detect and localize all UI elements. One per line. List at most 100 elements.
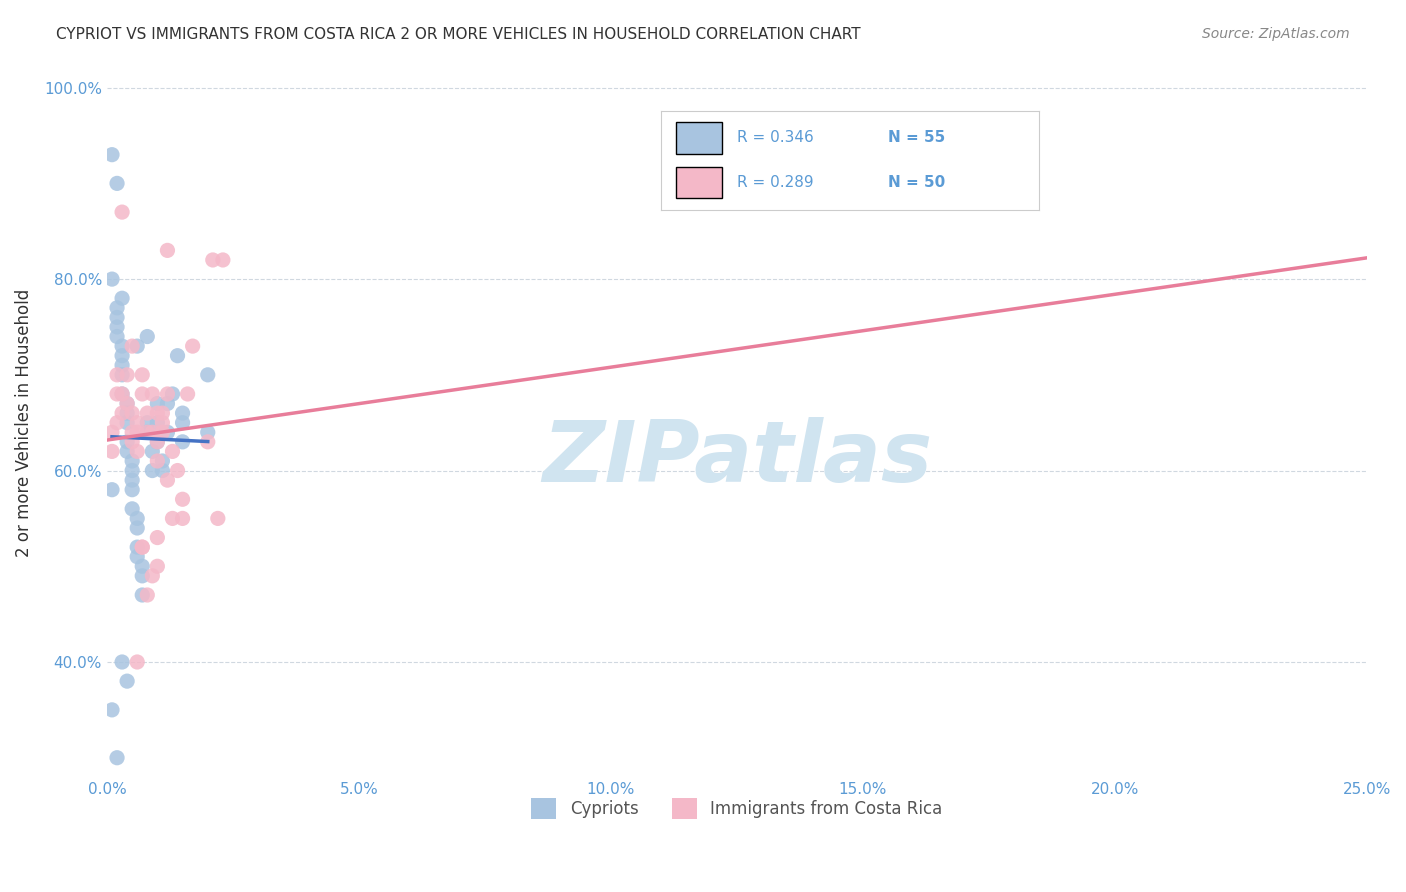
Cypriots [115,444,138,458]
Immigrants from Costa Rica [127,416,149,430]
Cypriots [111,339,134,353]
Cypriots [115,674,138,689]
Immigrants from Costa Rica [121,339,143,353]
Cypriots [105,329,128,343]
Cypriots [101,147,124,161]
Cypriots [111,368,134,382]
Immigrants from Costa Rica [131,540,153,554]
Cypriots [136,425,159,440]
Immigrants from Costa Rica [101,444,124,458]
Immigrants from Costa Rica [172,511,194,525]
Cypriots [141,444,163,458]
Cypriots [105,750,128,764]
Cypriots [121,483,143,497]
Cypriots [131,588,153,602]
Immigrants from Costa Rica [156,473,179,487]
Immigrants from Costa Rica [146,434,169,449]
Immigrants from Costa Rica [156,387,179,401]
Cypriots [121,473,143,487]
Cypriots [136,329,159,343]
Immigrants from Costa Rica [105,416,128,430]
Immigrants from Costa Rica [131,387,153,401]
Cypriots [105,320,128,334]
Immigrants from Costa Rica [141,387,163,401]
Immigrants from Costa Rica [141,425,163,440]
Immigrants from Costa Rica [105,387,128,401]
Immigrants from Costa Rica [197,434,219,449]
Immigrants from Costa Rica [136,406,159,420]
Cypriots [152,464,174,478]
Cypriots [131,559,153,574]
Immigrants from Costa Rica [121,434,143,449]
Immigrants from Costa Rica [152,406,174,420]
Cypriots [166,349,188,363]
Immigrants from Costa Rica [166,464,188,478]
Immigrants from Costa Rica [146,454,169,468]
Immigrants from Costa Rica [121,406,143,420]
Immigrants from Costa Rica [121,425,143,440]
Y-axis label: 2 or more Vehicles in Household: 2 or more Vehicles in Household [15,289,32,557]
Immigrants from Costa Rica [111,205,134,219]
Cypriots [127,521,149,535]
Cypriots [156,396,179,410]
Immigrants from Costa Rica [131,368,153,382]
Cypriots [156,425,179,440]
Immigrants from Costa Rica [136,588,159,602]
Cypriots [146,416,169,430]
Immigrants from Costa Rica [181,339,204,353]
Cypriots [111,387,134,401]
Immigrants from Costa Rica [115,396,138,410]
Immigrants from Costa Rica [176,387,198,401]
Cypriots [146,434,169,449]
Cypriots [146,396,169,410]
Cypriots [197,425,219,440]
Immigrants from Costa Rica [156,244,179,258]
Immigrants from Costa Rica [105,368,128,382]
Immigrants from Costa Rica [127,425,149,440]
Immigrants from Costa Rica [127,655,149,669]
Text: Source: ZipAtlas.com: Source: ZipAtlas.com [1202,27,1350,41]
Immigrants from Costa Rica [127,444,149,458]
Immigrants from Costa Rica [212,252,235,267]
Cypriots [136,416,159,430]
Immigrants from Costa Rica [172,492,194,507]
Cypriots [127,339,149,353]
Immigrants from Costa Rica [207,511,229,525]
Cypriots [172,434,194,449]
Immigrants from Costa Rica [115,368,138,382]
Immigrants from Costa Rica [111,387,134,401]
Text: CYPRIOT VS IMMIGRANTS FROM COSTA RICA 2 OR MORE VEHICLES IN HOUSEHOLD CORRELATIO: CYPRIOT VS IMMIGRANTS FROM COSTA RICA 2 … [56,27,860,42]
Cypriots [101,703,124,717]
Cypriots [127,511,149,525]
Cypriots [105,177,128,191]
Immigrants from Costa Rica [141,569,163,583]
Cypriots [115,416,138,430]
Legend: Cypriots, Immigrants from Costa Rica: Cypriots, Immigrants from Costa Rica [524,791,949,825]
Cypriots [111,358,134,372]
Cypriots [127,540,149,554]
Cypriots [101,272,124,286]
Immigrants from Costa Rica [146,406,169,420]
Immigrants from Costa Rica [162,511,184,525]
Immigrants from Costa Rica [162,444,184,458]
Immigrants from Costa Rica [152,425,174,440]
Cypriots [111,349,134,363]
Cypriots [115,396,138,410]
Text: ZIPatlas: ZIPatlas [541,417,932,500]
Cypriots [131,569,153,583]
Immigrants from Costa Rica [111,406,134,420]
Cypriots [172,416,194,430]
Cypriots [162,387,184,401]
Cypriots [111,291,134,305]
Cypriots [127,549,149,564]
Immigrants from Costa Rica [146,531,169,545]
Cypriots [105,301,128,315]
Immigrants from Costa Rica [201,252,224,267]
Immigrants from Costa Rica [131,540,153,554]
Cypriots [121,454,143,468]
Cypriots [152,454,174,468]
Immigrants from Costa Rica [146,559,169,574]
Cypriots [121,501,143,516]
Cypriots [115,406,138,420]
Cypriots [105,310,128,325]
